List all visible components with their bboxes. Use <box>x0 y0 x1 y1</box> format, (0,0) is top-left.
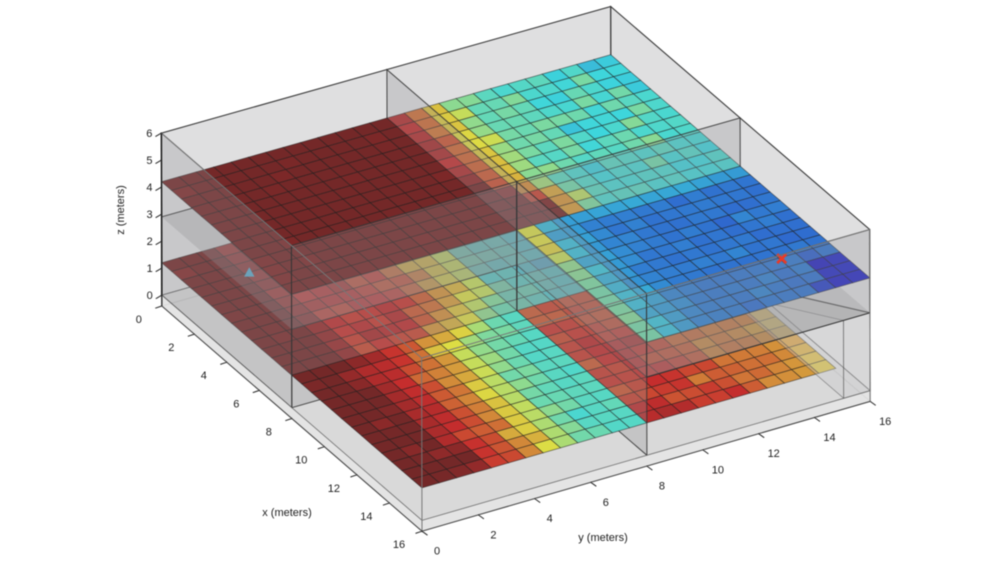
svg-text:4: 4 <box>201 370 207 382</box>
svg-text:8: 8 <box>266 427 272 439</box>
svg-text:3: 3 <box>146 209 152 221</box>
svg-text:5: 5 <box>146 155 152 167</box>
svg-text:12: 12 <box>768 448 780 460</box>
svg-text:2: 2 <box>168 342 174 354</box>
svg-text:0: 0 <box>434 546 440 558</box>
svg-text:4: 4 <box>547 513 553 525</box>
svg-text:16: 16 <box>879 416 891 428</box>
svg-text:12: 12 <box>328 483 340 495</box>
svg-text:z (meters): z (meters) <box>115 185 127 235</box>
svg-text:4: 4 <box>146 182 152 194</box>
svg-text:0: 0 <box>147 290 153 302</box>
svg-text:14: 14 <box>823 432 835 444</box>
svg-text:8: 8 <box>659 481 665 493</box>
svg-text:10: 10 <box>295 455 307 467</box>
svg-text:10: 10 <box>712 464 724 476</box>
svg-text:16: 16 <box>393 539 405 551</box>
svg-text:2: 2 <box>147 236 153 248</box>
svg-text:2: 2 <box>490 529 496 541</box>
svg-text:14: 14 <box>360 511 372 523</box>
svg-text:1: 1 <box>147 263 153 275</box>
svg-text:x (meters): x (meters) <box>262 507 312 519</box>
svg-text:6: 6 <box>233 398 239 410</box>
svg-text:0: 0 <box>136 314 142 326</box>
svg-text:6: 6 <box>146 128 152 140</box>
svg-text:6: 6 <box>603 497 609 509</box>
svg-text:y (meters): y (meters) <box>578 532 628 544</box>
